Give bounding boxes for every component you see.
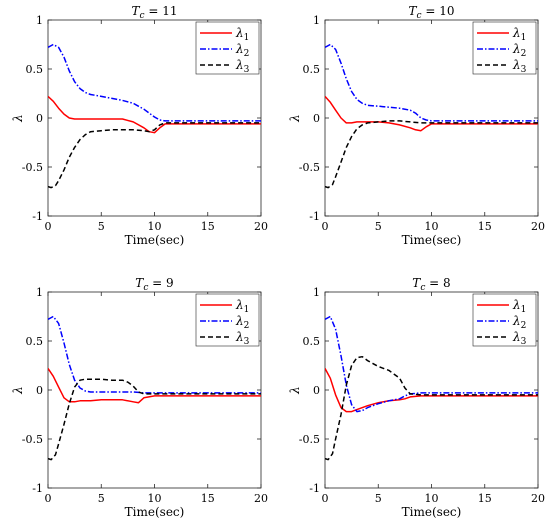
y-tick-label: -1: [309, 210, 320, 223]
legend-symbol: λ: [235, 298, 244, 312]
y-tick-label: 0: [313, 384, 320, 397]
x-axis-label: Time(sec): [402, 233, 462, 247]
x-tick-label: 20: [531, 492, 545, 505]
legend: λ1λ2λ3: [196, 22, 259, 75]
x-tick-label: 10: [148, 492, 162, 505]
y-tick-label: 0.5: [26, 63, 44, 76]
legend-subscript: 1: [521, 305, 527, 315]
y-axis-label: λ: [288, 386, 302, 395]
y-tick-label: -0.5: [22, 433, 43, 446]
y-tick-label: 0.5: [303, 63, 321, 76]
legend-symbol: λ: [235, 330, 244, 344]
y-tick-label: 0.5: [26, 335, 44, 348]
x-tick-label: 15: [201, 220, 215, 233]
y-tick-label: 1: [36, 14, 43, 27]
legend-box: [196, 294, 259, 346]
y-axis-label: λ: [11, 386, 25, 395]
chart-title: Tc = 8: [412, 276, 450, 293]
x-tick-label: 20: [531, 220, 545, 233]
x-tick-label: 10: [148, 220, 162, 233]
x-axis-label: Time(sec): [402, 505, 462, 519]
legend-symbol: λ: [235, 58, 244, 72]
legend-symbol: λ: [235, 314, 244, 328]
x-tick-label: 15: [478, 492, 492, 505]
y-tick-label: 0.5: [303, 335, 321, 348]
x-tick-label: 10: [425, 492, 439, 505]
title-value: = 11: [145, 4, 178, 18]
legend-subscript: 3: [244, 337, 250, 347]
chart-title: Tc = 11: [131, 4, 177, 21]
legend-symbol: λ: [512, 42, 521, 56]
legend-subscript: 3: [244, 65, 250, 75]
x-tick-label: 5: [98, 492, 105, 505]
x-tick-label: 5: [98, 220, 105, 233]
legend-symbol: λ: [512, 298, 521, 312]
y-tick-label: 1: [313, 286, 320, 299]
y-tick-label: -1: [32, 482, 43, 495]
legend-subscript: 1: [521, 33, 527, 43]
y-tick-label: 0: [313, 112, 320, 125]
y-tick-label: -1: [32, 210, 43, 223]
legend-symbol: λ: [235, 42, 244, 56]
legend-subscript: 2: [521, 321, 527, 331]
y-tick-label: 1: [36, 286, 43, 299]
x-tick-label: 15: [478, 220, 492, 233]
legend-symbol: λ: [512, 314, 521, 328]
x-tick-label: 0: [322, 492, 329, 505]
legend-box: [473, 294, 536, 346]
legend-box: [473, 22, 536, 74]
y-tick-label: 1: [313, 14, 320, 27]
legend-symbol: λ: [512, 58, 521, 72]
x-tick-label: 20: [254, 492, 268, 505]
legend-subscript: 1: [244, 33, 250, 43]
x-tick-label: 0: [45, 492, 52, 505]
title-value: = 10: [422, 4, 455, 18]
legend-symbol: λ: [512, 26, 521, 40]
y-axis-label: λ: [11, 114, 25, 123]
y-tick-label: -1: [309, 482, 320, 495]
y-tick-label: -0.5: [22, 161, 43, 174]
legend-subscript: 2: [244, 49, 250, 59]
y-tick-label: 0: [36, 384, 43, 397]
x-tick-label: 5: [375, 220, 382, 233]
x-axis-label: Time(sec): [125, 505, 185, 519]
legend-box: [196, 22, 259, 74]
x-tick-label: 0: [45, 220, 52, 233]
legend-subscript: 2: [244, 321, 250, 331]
y-tick-label: -0.5: [299, 161, 320, 174]
x-axis-label: Time(sec): [125, 233, 185, 247]
legend-symbol: λ: [235, 26, 244, 40]
title-value: = 8: [425, 276, 450, 290]
y-tick-label: -0.5: [299, 433, 320, 446]
legend-subscript: 1: [244, 305, 250, 315]
legend: λ1λ2λ3: [473, 294, 536, 347]
y-tick-label: 0: [36, 112, 43, 125]
x-tick-label: 5: [375, 492, 382, 505]
chart-panel-4: 0 5 10 15 20-1-0.500.51Time(sec)λTc = 8λ1λ2λ…: [288, 276, 545, 519]
x-tick-label: 0: [322, 220, 329, 233]
legend-subscript: 3: [521, 65, 527, 75]
title-value: = 9: [148, 276, 173, 290]
x-tick-label: 20: [254, 220, 268, 233]
y-axis-label: λ: [288, 114, 302, 123]
legend-subscript: 3: [521, 337, 527, 347]
chart-title: Tc = 10: [408, 4, 454, 21]
x-tick-label: 15: [201, 492, 215, 505]
legend-symbol: λ: [512, 330, 521, 344]
x-tick-label: 10: [425, 220, 439, 233]
chart-title: Tc = 9: [135, 276, 173, 293]
legend-subscript: 2: [521, 49, 527, 59]
